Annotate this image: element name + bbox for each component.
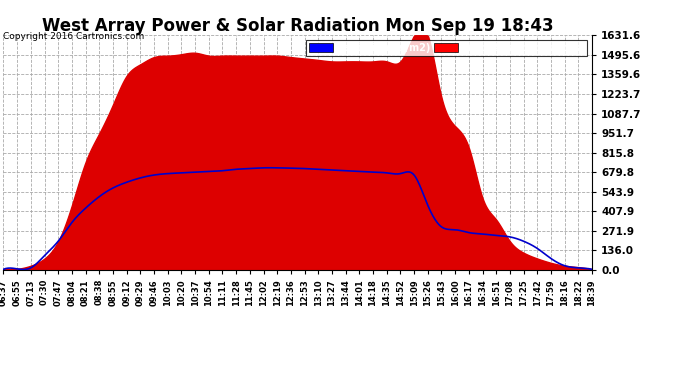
Title: West Array Power & Solar Radiation Mon Sep 19 18:43: West Array Power & Solar Radiation Mon S…: [42, 17, 553, 35]
Text: Copyright 2016 Cartronics.com: Copyright 2016 Cartronics.com: [3, 32, 145, 41]
Legend: Radiation (w/m2), West Array (DC Watts): Radiation (w/m2), West Array (DC Watts): [306, 40, 587, 56]
